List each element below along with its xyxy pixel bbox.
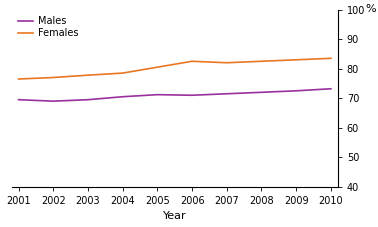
Males: [259, 91, 264, 94]
Males: [16, 98, 21, 101]
Line: Males: Males: [19, 89, 331, 101]
Males: [121, 95, 125, 98]
Males: [294, 89, 299, 92]
Males: [328, 87, 333, 90]
Males: [86, 98, 90, 101]
Females: [225, 61, 229, 64]
Legend: Males, Females: Males, Females: [17, 15, 81, 40]
Y-axis label: %: %: [365, 4, 376, 14]
Males: [51, 100, 56, 103]
Females: [121, 72, 125, 74]
X-axis label: Year: Year: [163, 211, 187, 222]
Line: Females: Females: [19, 58, 331, 79]
Males: [225, 92, 229, 95]
Females: [155, 66, 160, 69]
Females: [86, 74, 90, 76]
Females: [259, 60, 264, 63]
Females: [294, 58, 299, 61]
Females: [190, 60, 194, 63]
Males: [155, 93, 160, 96]
Males: [190, 94, 194, 97]
Females: [328, 57, 333, 60]
Females: [51, 76, 56, 79]
Females: [16, 78, 21, 80]
